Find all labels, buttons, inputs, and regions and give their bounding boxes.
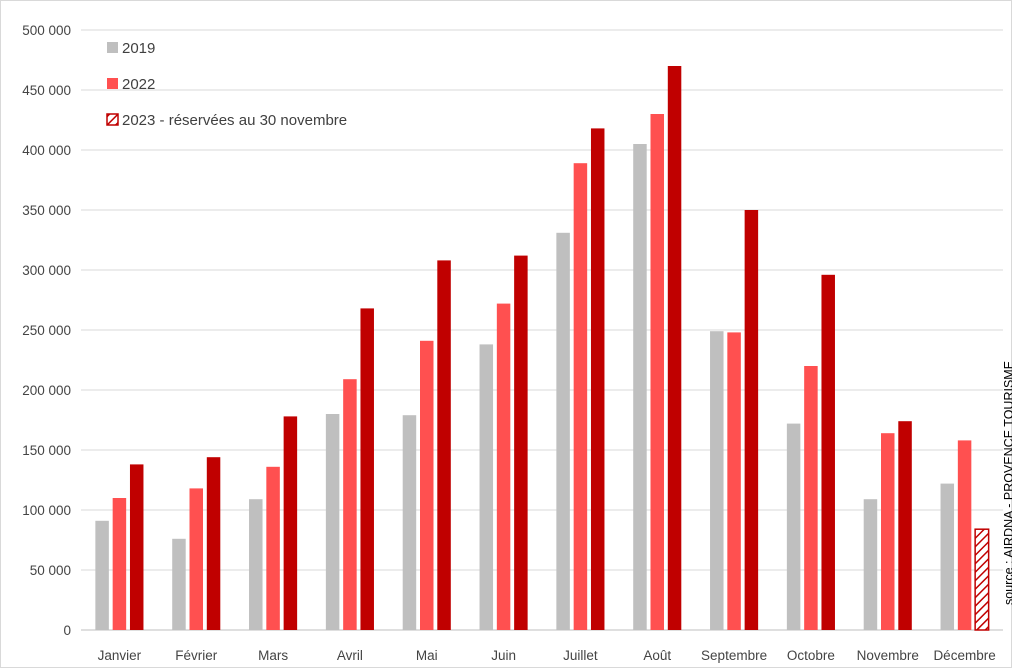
y-tick-label: 0 (63, 623, 71, 638)
bar (590, 128, 605, 630)
bar (727, 332, 741, 630)
x-tick-label: Mai (416, 648, 438, 663)
bar (129, 464, 144, 630)
x-tick-label: Avril (337, 648, 363, 663)
y-tick-label: 50 000 (30, 563, 71, 578)
bar (112, 498, 127, 630)
x-tick-label: Janvier (98, 648, 142, 663)
legend: 2019 2022 2023 - réservées au 30 novembre (106, 40, 347, 129)
x-tick-label: Mars (258, 648, 288, 663)
y-tick-label: 100 000 (22, 503, 71, 518)
bar (804, 366, 818, 630)
bar (821, 274, 835, 630)
x-tick-label: Juin (491, 648, 516, 663)
bar (360, 308, 374, 630)
x-tick-label: Septembre (701, 648, 767, 663)
bar (786, 423, 801, 630)
bar (479, 344, 494, 630)
bar (249, 499, 263, 630)
bar (710, 331, 724, 630)
legend-label: 2019 (122, 40, 155, 57)
bar (650, 114, 664, 630)
bar (957, 440, 972, 630)
bars (95, 66, 990, 631)
bar (667, 66, 682, 630)
bar (573, 163, 588, 630)
x-tick-label: Février (175, 648, 218, 663)
bar (514, 255, 528, 630)
bar (402, 415, 417, 630)
legend-label: 2022 (122, 76, 155, 93)
x-tick-label: Août (643, 648, 671, 663)
y-tick-label: 300 000 (22, 263, 71, 278)
bar (898, 421, 912, 630)
bar (496, 303, 511, 630)
x-tick-label: Octobre (787, 648, 835, 663)
bar (420, 340, 434, 630)
bar (206, 457, 221, 630)
legend-swatch (106, 113, 119, 126)
grid-lines (81, 29, 1003, 631)
y-tick-label: 450 000 (22, 83, 71, 98)
x-tick-label: Décembre (933, 648, 995, 663)
y-tick-label: 400 000 (22, 143, 71, 158)
x-axis: Janvier Février Mars Avril Mai Juin Juillet Aoû… (98, 648, 996, 663)
bar (189, 488, 203, 630)
y-tick-label: 150 000 (22, 443, 71, 458)
bar (95, 520, 109, 630)
bar (940, 483, 955, 630)
bar (325, 414, 340, 630)
bar (974, 528, 990, 631)
bar (266, 466, 280, 630)
bar (343, 379, 357, 630)
y-axis: 0 50 000 100 000 150 000 200 000 250 000 300 0… (22, 23, 71, 638)
bar (172, 538, 186, 630)
bar (283, 416, 298, 630)
legend-swatch (107, 78, 118, 89)
x-tick-label: Novembre (857, 648, 919, 663)
source-annotation: source : AIRDNA - PROVENCE TOURISME (1002, 361, 1012, 605)
y-tick-label: 500 000 (22, 23, 71, 38)
legend-label: 2023 - réservées au 30 novembre (122, 112, 347, 129)
bar (556, 232, 570, 631)
y-tick-label: 350 000 (22, 203, 71, 218)
x-tick-label: Juillet (563, 648, 598, 663)
bar (633, 144, 647, 630)
y-tick-label: 250 000 (22, 323, 71, 338)
bar (437, 260, 451, 630)
bar (863, 499, 878, 630)
bar (744, 210, 759, 630)
bar (881, 433, 895, 630)
y-tick-label: 200 000 (22, 383, 71, 398)
legend-swatch (107, 42, 118, 53)
